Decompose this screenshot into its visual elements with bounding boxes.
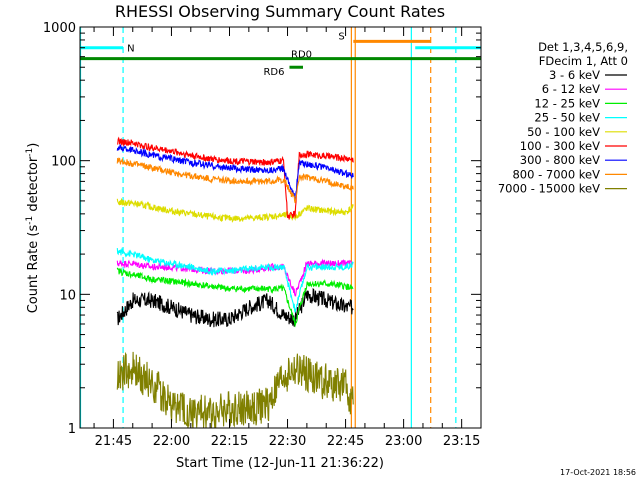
- y-axis-title-main: Count Rate (s: [26, 225, 41, 314]
- x-tick-label-5: 23:00: [385, 434, 422, 449]
- flag-label-4: RD6: [263, 67, 284, 78]
- series-line-7: [116, 157, 354, 204]
- chart-title: RHESSI Observing Summary Count Rates: [115, 2, 445, 21]
- legend-label-3: 25 - 50 keV: [534, 111, 600, 125]
- series-line-4: [116, 197, 354, 223]
- x-tick-label-0: 21:45: [95, 434, 132, 449]
- legend-header: Det 1,3,4,5,6,9, FDecim 1, Att 0: [538, 40, 628, 68]
- y-tick-label-3: 1000: [43, 21, 76, 36]
- y-axis-title-sup: -1: [25, 216, 35, 225]
- series-line-8: [116, 351, 354, 429]
- flag-layer: N S RD0 RD6: [80, 31, 481, 78]
- legend-label-0: 3 - 6 keV: [549, 68, 600, 82]
- y-tick-label-1: 10: [59, 288, 76, 303]
- x-tick-label-1: 22:00: [153, 434, 190, 449]
- x-tick-label-2: 22:15: [211, 434, 248, 449]
- legend-label-4: 50 - 100 keV: [527, 125, 600, 139]
- plot-frame: [79, 26, 482, 429]
- flag-label-0: N: [127, 44, 134, 55]
- x-axis-title: Start Time (12-Jun-11 21:36:22): [176, 456, 384, 471]
- legend-header-line-1: Det 1,3,4,5,6,9,: [538, 40, 628, 54]
- y-axis-title-sup-2: -1: [25, 148, 35, 157]
- legend-label-6: 300 - 800 keV: [520, 153, 600, 167]
- x-tick-label-6: 23:15: [443, 434, 480, 449]
- series-line-0: [116, 287, 354, 328]
- x-tick-label-3: 22:30: [269, 434, 306, 449]
- flag-label-3: RD0: [291, 50, 312, 61]
- legend-label-8: 7000 - 15000 keV: [498, 182, 600, 196]
- y-axis-title: Count Rate (s-1 detector-1): [25, 143, 41, 314]
- legend-header-line-2: FDecim 1, Att 0: [539, 54, 628, 68]
- legend-label-2: 12 - 25 keV: [534, 96, 600, 110]
- y-tick-label-2: 100: [51, 155, 76, 170]
- series-line-2: [116, 267, 354, 328]
- timestamp: 17-Oct-2021 18:56: [560, 468, 636, 477]
- y-tick-label-0: 1: [68, 422, 76, 437]
- marker-layer: [79, 27, 457, 428]
- series-layer: [116, 136, 354, 429]
- y-axis: 1 10 100 1000: [43, 21, 481, 437]
- legend-label-1: 6 - 12 keV: [542, 82, 600, 96]
- x-axis: 21:45 22:00 22:15 22:30 22:45 23:00 23:15: [93, 27, 480, 449]
- x-tick-label-4: 22:45: [327, 434, 364, 449]
- flag-label-2: S: [338, 31, 344, 42]
- series-line-6: [116, 144, 354, 201]
- series-line-5: [117, 136, 354, 220]
- series-line-3: [116, 247, 354, 313]
- legend-label-5: 100 - 300 keV: [520, 139, 600, 153]
- y-axis-title-close: ): [26, 143, 41, 148]
- y-axis-title-tail: detector: [26, 156, 41, 216]
- legend-label-7: 800 - 7000 keV: [512, 167, 600, 181]
